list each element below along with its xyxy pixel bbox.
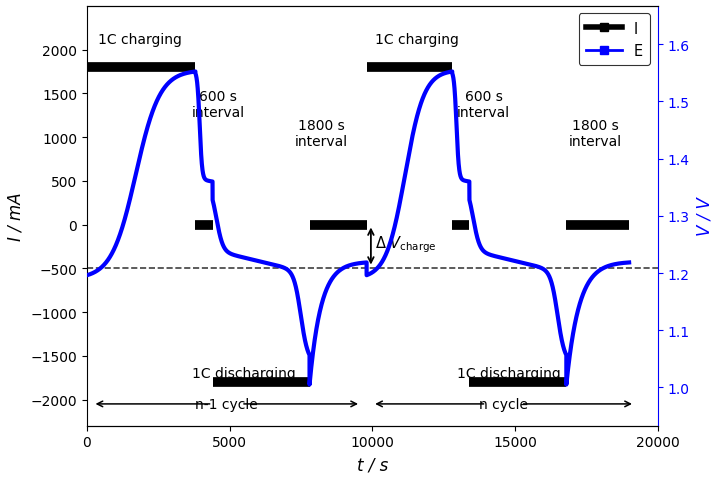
Text: 1C discharging: 1C discharging (192, 367, 296, 381)
Text: 1800 s
interval: 1800 s interval (568, 119, 621, 148)
X-axis label: t / s: t / s (356, 455, 388, 473)
Text: 1C charging: 1C charging (99, 33, 182, 47)
Y-axis label: V / V: V / V (695, 197, 713, 236)
Text: n-1 cycle: n-1 cycle (195, 397, 258, 411)
Text: 600 s
interval: 600 s interval (192, 90, 245, 120)
Text: 1C discharging: 1C discharging (457, 367, 561, 381)
Text: 1C charging: 1C charging (375, 33, 459, 47)
Text: 1800 s
interval: 1800 s interval (294, 119, 348, 148)
Legend: I, E: I, E (579, 14, 650, 66)
Text: n cycle: n cycle (479, 397, 528, 411)
Text: 600 s
interval: 600 s interval (457, 90, 510, 120)
Text: $\Delta\ V_{\rm charge}$: $\Delta\ V_{\rm charge}$ (375, 234, 437, 254)
Y-axis label: I / mA: I / mA (7, 192, 25, 240)
